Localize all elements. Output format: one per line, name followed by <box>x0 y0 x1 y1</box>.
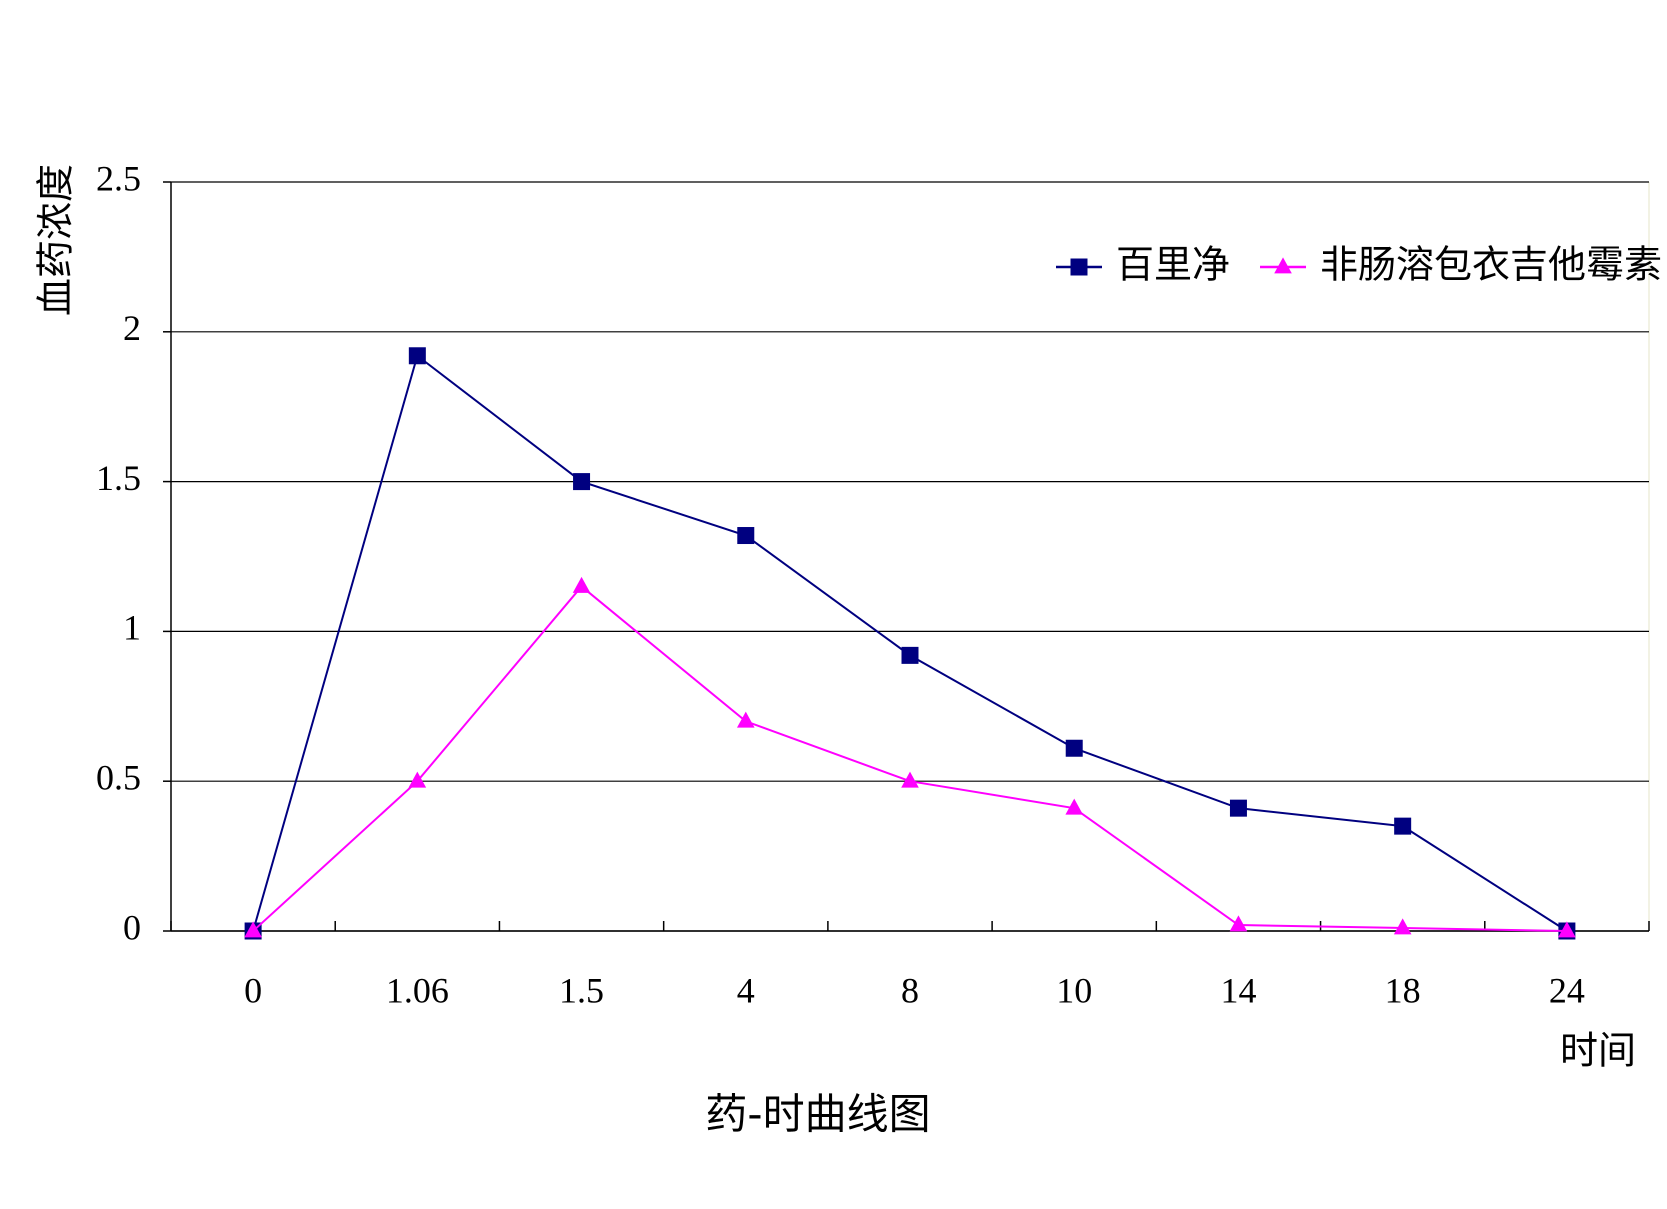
data-point <box>1229 799 1247 817</box>
data-point <box>408 771 427 788</box>
chart-title: 药-时曲线图 <box>705 1090 930 1139</box>
x-tick-label: 18 <box>1385 970 1421 1010</box>
x-tick-label: 8 <box>901 970 919 1010</box>
data-point <box>736 711 755 728</box>
data-point <box>737 527 755 545</box>
legend-marker <box>1070 258 1088 276</box>
y-tick-label: 1.5 <box>96 458 141 498</box>
y-tick-label: 1 <box>123 608 141 648</box>
data-point <box>1393 918 1412 935</box>
data-point <box>901 771 919 788</box>
x-axis-label: 时间 <box>1560 1029 1636 1073</box>
data-point <box>244 921 262 938</box>
data-point <box>1065 798 1084 815</box>
x-tick-label: 1.06 <box>386 970 449 1010</box>
data-point <box>572 576 591 593</box>
legend-marker <box>1274 257 1292 274</box>
series-line <box>252 585 1567 932</box>
x-tick-label: 4 <box>737 970 755 1010</box>
y-tick-label: 2.5 <box>96 158 141 198</box>
data-point <box>1065 739 1083 757</box>
x-tick-label: 14 <box>1220 970 1256 1010</box>
data-point <box>1229 915 1248 932</box>
x-tick-label: 0 <box>244 970 262 1010</box>
data-point <box>408 347 426 365</box>
y-tick-label: 0.5 <box>96 757 141 797</box>
data-point <box>573 473 591 491</box>
data-point <box>901 646 919 664</box>
y-axis-label: 血药浓度 <box>34 164 78 316</box>
legend-label: 非肠溶包衣吉他霉素 <box>1320 243 1662 287</box>
x-tick-label: 1.5 <box>559 970 604 1010</box>
x-tick-label: 24 <box>1549 970 1585 1010</box>
x-tick-label: 10 <box>1056 970 1092 1010</box>
series-line <box>252 354 1568 932</box>
y-tick-label: 2 <box>123 308 141 348</box>
data-point <box>1394 817 1412 835</box>
legend-label: 百里净 <box>1116 243 1230 287</box>
y-tick-label: 0 <box>123 907 141 947</box>
data-point <box>1558 921 1576 938</box>
